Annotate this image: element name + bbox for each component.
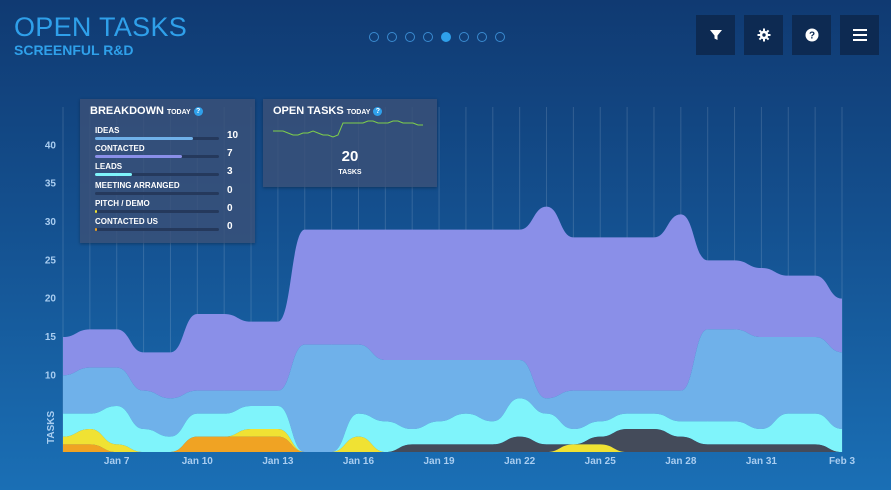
breakdown-row-value: 0 bbox=[227, 184, 233, 196]
breakdown-row-label: LEADS bbox=[95, 162, 123, 172]
x-tick-label: Jan 10 bbox=[182, 456, 214, 467]
open-tasks-today-label: TODAY bbox=[346, 109, 371, 116]
x-tick-label: Jan 16 bbox=[343, 456, 375, 467]
menu-button[interactable] bbox=[840, 15, 879, 55]
x-tick-label: Feb 3 bbox=[829, 456, 856, 467]
page-dot-7[interactable] bbox=[477, 32, 487, 42]
breakdown-today-label: TODAY bbox=[166, 109, 191, 116]
breakdown-row-value: 0 bbox=[227, 221, 233, 232]
breakdown-row-value: 3 bbox=[227, 166, 233, 178]
breakdown-row-label: PITCH / DEMO bbox=[95, 198, 150, 208]
page-indicator bbox=[369, 32, 505, 42]
breakdown-row-track bbox=[95, 155, 219, 159]
breakdown-title-row: BREAKDOWN TODAY? bbox=[90, 105, 203, 117]
settings-button[interactable] bbox=[744, 15, 783, 55]
help-icon[interactable]: ? bbox=[373, 107, 383, 116]
filter-button[interactable] bbox=[696, 15, 735, 55]
breakdown-row-label: MEETING ARRANGED bbox=[95, 180, 180, 190]
page-dot-1[interactable] bbox=[369, 32, 379, 42]
menu-icon bbox=[852, 29, 867, 41]
x-tick-label: Jan 7 bbox=[104, 456, 130, 467]
breakdown-row-contacted-us[interactable]: CONTACTED US 0 bbox=[95, 217, 245, 232]
x-tick-label: Jan 25 bbox=[585, 456, 617, 467]
breakdown-panel: BREAKDOWN TODAY? IDEAS 10 CONTACTED 7 LEADS… bbox=[80, 99, 255, 243]
breakdown-row-label: IDEAS bbox=[95, 126, 120, 135]
breakdown-row-track bbox=[95, 137, 219, 140]
area-series bbox=[63, 206, 842, 452]
y-tick-label: 25 bbox=[45, 255, 57, 266]
page-title: OPEN TASKS bbox=[14, 12, 188, 42]
y-tick-label: 35 bbox=[45, 179, 57, 190]
breakdown-row-pitch-demo[interactable]: PITCH / DEMO 0 bbox=[95, 198, 245, 214]
breakdown-row-track bbox=[95, 173, 219, 177]
page-dot-4[interactable] bbox=[423, 32, 433, 42]
breakdown-row-track bbox=[95, 209, 219, 213]
breakdown-row-bar bbox=[95, 209, 98, 213]
y-tick-label: 10 bbox=[45, 370, 57, 381]
y-tick-label: 20 bbox=[45, 294, 57, 305]
page-dot-6[interactable] bbox=[459, 32, 469, 42]
gear-icon bbox=[757, 28, 770, 42]
area-leads[interactable] bbox=[63, 398, 842, 452]
help-icon: ? bbox=[805, 28, 818, 42]
x-tick-label: Jan 31 bbox=[746, 456, 778, 467]
open-tasks-card-title: OPEN TASKS bbox=[273, 105, 344, 117]
breakdown-row-bar bbox=[95, 155, 182, 159]
breakdown-row-value: 10 bbox=[227, 130, 239, 141]
svg-text:?: ? bbox=[808, 31, 814, 42]
filter-icon bbox=[709, 30, 722, 40]
breakdown-row-bar bbox=[95, 137, 193, 140]
help-icon[interactable]: ? bbox=[193, 107, 203, 116]
x-tick-label: Jan 22 bbox=[504, 456, 536, 467]
x-tick-label: Jan 19 bbox=[423, 456, 455, 467]
open-tasks-value: 20 bbox=[341, 148, 359, 165]
breakdown-title: BREAKDOWN bbox=[90, 105, 164, 117]
breakdown-row-ideas[interactable]: IDEAS 10 bbox=[95, 126, 245, 141]
open-tasks-card-title-row: OPEN TASKS TODAY? bbox=[273, 105, 383, 117]
breakdown-row-contacted[interactable]: CONTACTED 7 bbox=[95, 144, 245, 159]
breakdown-row-meeting-arranged[interactable]: MEETING ARRANGED 0 bbox=[95, 180, 245, 196]
y-tick-label: 40 bbox=[45, 140, 57, 151]
breakdown-row-value: 7 bbox=[227, 148, 233, 160]
y-axis-label: TASKS bbox=[46, 411, 57, 444]
open-tasks-sparkline bbox=[273, 120, 423, 138]
page-subtitle: SCREENFUL R&D bbox=[14, 42, 134, 58]
open-tasks-card: OPEN TASKS TODAY? 20 TASKS bbox=[263, 99, 437, 187]
breakdown-row-bar bbox=[95, 173, 133, 177]
breakdown-row-label: CONTACTED US bbox=[95, 217, 158, 226]
breakdown-row-leads[interactable]: LEADS 3 bbox=[95, 162, 245, 177]
x-tick-label: Jan 13 bbox=[262, 456, 294, 467]
area-pitch-demo[interactable] bbox=[63, 429, 842, 452]
page-dot-8[interactable] bbox=[495, 32, 505, 42]
toolbar: ? bbox=[696, 15, 879, 55]
y-tick-label: 15 bbox=[45, 332, 57, 343]
breakdown-row-value: 0 bbox=[227, 202, 233, 214]
page-dot-3[interactable] bbox=[405, 32, 415, 42]
help-button[interactable]: ? bbox=[792, 15, 831, 55]
area-meeting-arranged[interactable] bbox=[63, 429, 842, 452]
area-contacted[interactable] bbox=[63, 329, 842, 452]
area-contacted-us[interactable] bbox=[63, 436, 842, 452]
area-ideas[interactable] bbox=[63, 206, 842, 399]
breakdown-row-label: CONTACTED bbox=[95, 144, 145, 154]
breakdown-row-track bbox=[95, 228, 219, 231]
breakdown-row-bar bbox=[95, 228, 98, 231]
page-dot-2[interactable] bbox=[387, 32, 397, 42]
sparkline-line bbox=[273, 120, 423, 138]
y-tick-label: 30 bbox=[45, 217, 57, 228]
page-dot-5[interactable] bbox=[441, 32, 451, 42]
open-tasks-unit: TASKS bbox=[338, 169, 362, 176]
x-tick-label: Jan 28 bbox=[665, 456, 697, 467]
breakdown-row-track bbox=[95, 191, 219, 195]
